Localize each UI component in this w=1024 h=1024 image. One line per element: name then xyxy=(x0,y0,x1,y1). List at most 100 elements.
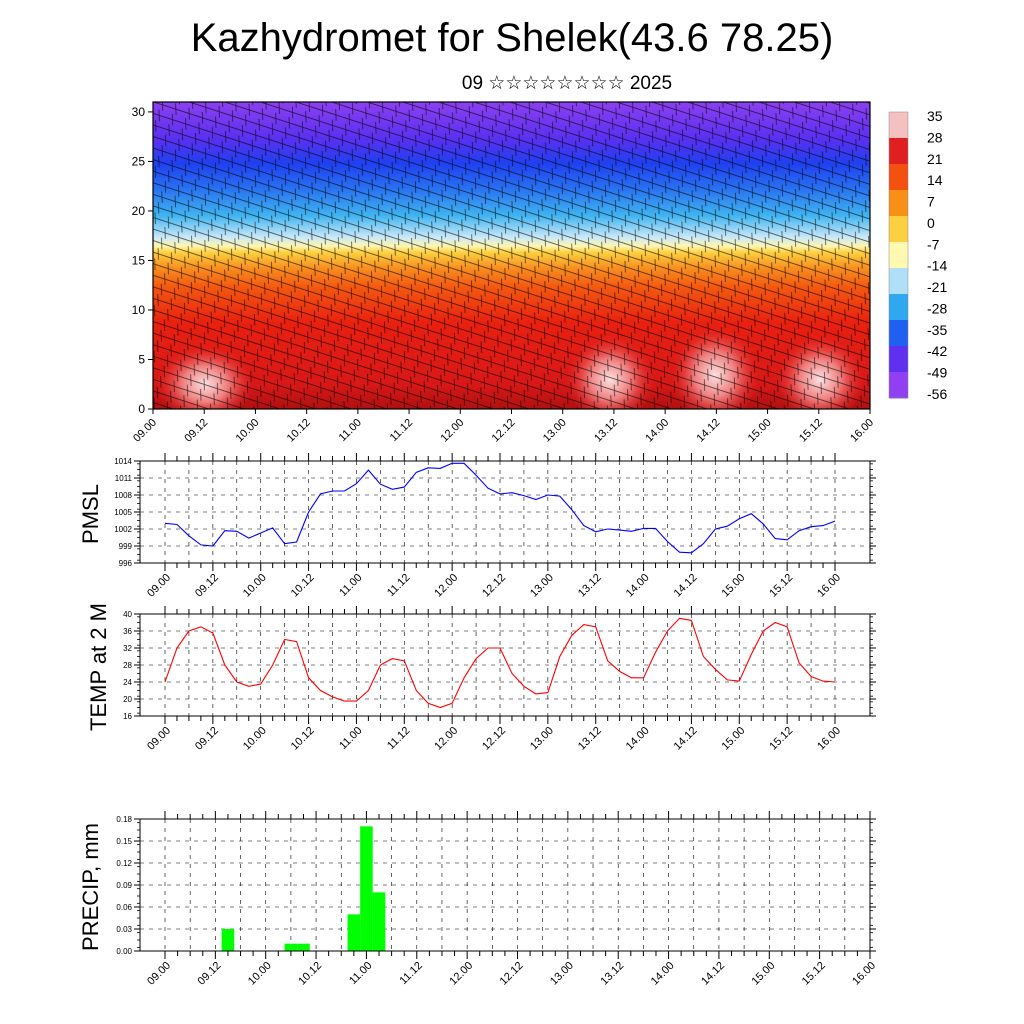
x-tick-label: 11.12 xyxy=(388,417,415,444)
colorbar-label: -42 xyxy=(927,343,947,359)
y-tick-label: 20 xyxy=(132,204,146,218)
x-tick-label: 14.00 xyxy=(643,417,671,445)
precip-panel: 0.00 0.03 0.06 0.09 0.12 0.15 0.18 09.00 09.12 10… xyxy=(78,811,878,988)
x-tick-label: 13.00 xyxy=(528,572,556,600)
x-tick-label: 13.12 xyxy=(598,960,626,988)
x-tick-label: 09.12 xyxy=(193,725,221,753)
colorbar-label: -56 xyxy=(927,386,947,402)
x-tick-label: 13.00 xyxy=(528,725,556,753)
y-tick-label: 40 xyxy=(123,610,132,619)
x-tick-label: 13.12 xyxy=(576,725,604,753)
y-tick-label: 996 xyxy=(119,559,133,568)
colorbar: 35 28 21 14 7 0 -7 -14 -21 -28 -35 -42 -49 -56 xyxy=(888,108,947,402)
y-tick-label: 5 xyxy=(138,352,145,366)
colorbar-label: 21 xyxy=(927,151,943,167)
y-tick-label: 0.18 xyxy=(116,815,132,824)
x-tick-label: 14.12 xyxy=(672,725,700,753)
x-tick-label: 15.00 xyxy=(749,960,777,988)
x-tick-label: 10.00 xyxy=(241,572,269,600)
x-tick-label: 15.12 xyxy=(767,572,795,600)
colorbar-swatch xyxy=(889,112,908,139)
x-tick-label: 10.00 xyxy=(234,417,262,445)
x-tick-label: 11.00 xyxy=(337,417,364,444)
precip-bar xyxy=(284,943,298,951)
precip-bar xyxy=(372,892,386,951)
x-tick-label: 11.12 xyxy=(398,960,425,987)
precip-axis-title: PRECIP, mm xyxy=(78,823,103,951)
y-tick-label: 0.12 xyxy=(116,859,132,868)
x-tick-label: 12.12 xyxy=(490,417,518,445)
colorbar-swatch xyxy=(889,216,908,243)
x-tick-label: 11.00 xyxy=(337,572,364,599)
page-subtitle: 09 ☆☆☆☆☆☆☆☆ 2025 xyxy=(461,73,673,94)
x-tick-label: 12.00 xyxy=(432,572,460,600)
y-tick-label: 30 xyxy=(132,105,146,119)
x-tick-label: 14.00 xyxy=(624,725,652,753)
x-tick-label: 16.00 xyxy=(815,725,843,753)
y-tick-label: 1002 xyxy=(114,525,132,534)
x-tick-label: 11.00 xyxy=(347,960,374,987)
y-tick-label: 28 xyxy=(123,661,132,670)
temp-panel: 16 20 24 28 32 36 40 09.00 09.12 10.00 10.12 11.00 1… xyxy=(86,603,876,753)
colorbar-swatch xyxy=(889,372,908,399)
temp-axis-title: TEMP at 2 M xyxy=(86,603,111,731)
colorbar-label: 7 xyxy=(927,194,935,210)
colorbar-label: -14 xyxy=(927,258,947,274)
colorbar-label: 14 xyxy=(927,172,943,188)
precip-bar xyxy=(221,929,235,951)
x-tick-label: 11.00 xyxy=(337,725,364,752)
colorbar-label: -35 xyxy=(927,322,947,338)
x-tick-label: 10.12 xyxy=(296,960,324,988)
y-tick-label: 20 xyxy=(123,695,132,704)
colorbar-swatch xyxy=(889,138,908,165)
x-tick-label: 12.00 xyxy=(447,960,475,988)
x-tick-label: 09.00 xyxy=(131,417,159,445)
x-tick-label: 09.12 xyxy=(193,572,221,600)
colorbar-label: -21 xyxy=(927,279,947,295)
y-tick-label: 25 xyxy=(132,154,146,168)
x-tick-label: 14.00 xyxy=(624,572,652,600)
x-tick-label: 11.12 xyxy=(385,725,412,752)
y-tick-label: 999 xyxy=(119,542,133,551)
x-tick-label: 14.12 xyxy=(672,572,700,600)
colorbar-swatch xyxy=(889,164,908,191)
x-tick-label: 10.00 xyxy=(241,725,269,753)
x-tick-label: 15.00 xyxy=(719,572,747,600)
y-tick-label: 36 xyxy=(123,627,132,636)
x-tick-label: 09.12 xyxy=(196,960,224,988)
y-tick-label: 16 xyxy=(123,712,132,721)
colorbar-label: 28 xyxy=(927,129,943,145)
y-tick-label: 0.15 xyxy=(116,837,132,846)
colorbar-swatch xyxy=(889,346,908,373)
y-tick-label: 24 xyxy=(123,678,132,687)
x-tick-label: 15.00 xyxy=(746,417,774,445)
x-tick-label: 10.12 xyxy=(285,417,313,445)
x-tick-label: 14.12 xyxy=(699,960,727,988)
x-tick-label: 15.12 xyxy=(800,960,828,988)
x-tick-label: 12.12 xyxy=(480,725,508,753)
y-tick-label: 32 xyxy=(123,644,132,653)
x-tick-label: 16.00 xyxy=(850,960,878,988)
precip-bar xyxy=(297,943,310,951)
wind-barbs xyxy=(153,102,870,409)
x-tick-label: 15.00 xyxy=(719,725,747,753)
x-tick-label: 15.12 xyxy=(767,725,795,753)
x-tick-label: 09.00 xyxy=(145,725,173,753)
x-tick-label: 12.12 xyxy=(498,960,526,988)
x-tick-label: 11.12 xyxy=(385,572,412,599)
precip-bar xyxy=(360,826,373,951)
precip-bar xyxy=(347,914,361,951)
x-tick-label: 09.12 xyxy=(182,417,210,445)
x-tick-label: 09.00 xyxy=(145,960,173,988)
y-tick-label: 0.03 xyxy=(116,925,132,934)
x-tick-label: 10.12 xyxy=(289,725,317,753)
x-tick-label: 13.12 xyxy=(592,417,620,445)
x-tick-label: 14.12 xyxy=(695,417,723,445)
x-tick-label: 09.00 xyxy=(145,572,173,600)
y-tick-label: 0.06 xyxy=(116,903,132,912)
y-tick-label: 1011 xyxy=(115,474,133,483)
x-tick-label: 12.00 xyxy=(432,725,460,753)
y-tick-label: 15 xyxy=(132,253,146,267)
cross-section-panel: 0 5 10 15 20 25 30 09.00 09.12 10.00 10.12 11.00 11… xyxy=(131,101,876,445)
colorbar-swatch xyxy=(889,268,908,295)
